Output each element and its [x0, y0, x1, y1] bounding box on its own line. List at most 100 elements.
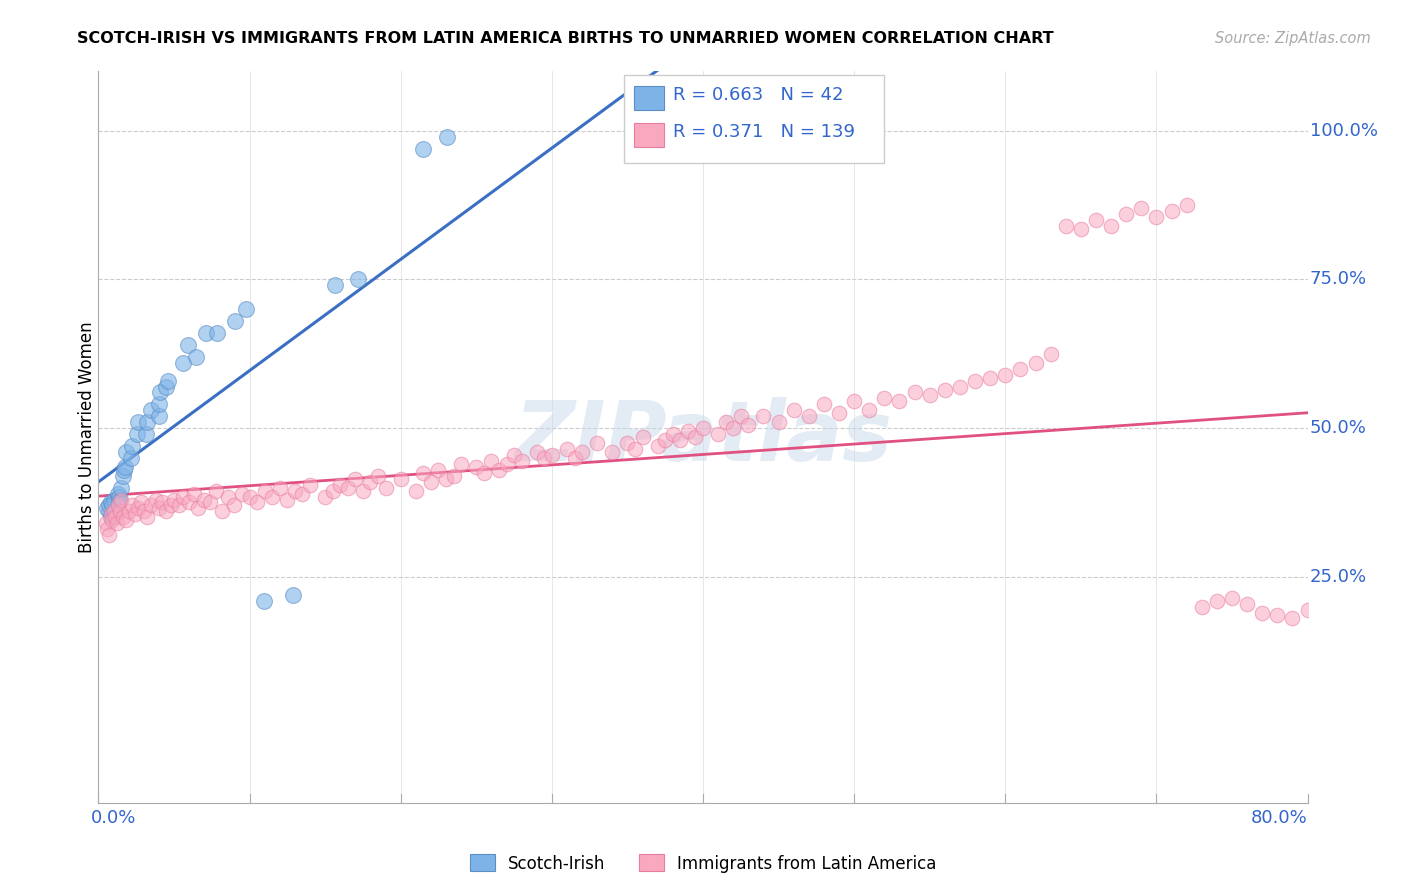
Point	[797, 409, 820, 424]
Point	[412, 142, 434, 156]
Point	[692, 421, 714, 435]
Point	[98, 528, 121, 542]
Point	[347, 272, 370, 286]
Point	[193, 492, 215, 507]
Point	[979, 370, 1001, 384]
Point	[389, 472, 412, 486]
Point	[1085, 213, 1108, 227]
Text: 50.0%: 50.0%	[1310, 419, 1367, 437]
Point	[1144, 210, 1167, 224]
Point	[145, 492, 167, 507]
Text: Source: ZipAtlas.com: Source: ZipAtlas.com	[1215, 31, 1371, 46]
Point	[211, 504, 233, 518]
Point	[481, 454, 503, 468]
Point	[163, 492, 186, 507]
Point	[205, 483, 228, 498]
Point	[172, 490, 194, 504]
Point	[177, 338, 200, 352]
Point	[156, 374, 179, 388]
Point	[129, 495, 152, 509]
Point	[889, 394, 911, 409]
Bar	[634, 122, 664, 146]
Point	[1312, 615, 1334, 629]
Point	[329, 477, 352, 491]
Point	[97, 504, 120, 518]
Point	[405, 483, 427, 498]
Point	[1220, 591, 1243, 605]
Bar	[624, 75, 884, 163]
Point	[103, 492, 125, 507]
Bar	[634, 86, 664, 110]
Text: 100.0%: 100.0%	[1310, 122, 1378, 140]
Point	[110, 492, 132, 507]
Point	[281, 588, 304, 602]
Point	[436, 129, 458, 144]
Point	[1357, 632, 1379, 647]
Point	[127, 501, 149, 516]
Point	[107, 499, 129, 513]
Point	[155, 379, 177, 393]
Text: R = 0.663   N = 42: R = 0.663 N = 42	[672, 87, 844, 104]
Point	[661, 124, 683, 138]
Point	[1296, 602, 1319, 616]
Point	[200, 495, 222, 509]
Point	[1191, 599, 1213, 614]
Point	[858, 403, 880, 417]
Point	[1236, 597, 1258, 611]
Point	[217, 490, 239, 504]
Point	[965, 374, 987, 388]
Point	[299, 477, 322, 491]
Point	[291, 486, 314, 500]
Point	[367, 468, 389, 483]
Point	[540, 448, 562, 462]
Text: R = 0.371   N = 139: R = 0.371 N = 139	[672, 123, 855, 141]
Point	[488, 463, 510, 477]
Point	[495, 457, 517, 471]
Point	[194, 326, 217, 340]
Point	[187, 501, 209, 516]
Point	[434, 472, 457, 486]
Point	[873, 392, 896, 406]
Y-axis label: Births to Unmarried Women: Births to Unmarried Women	[79, 321, 96, 553]
Point	[571, 445, 593, 459]
Point	[844, 394, 866, 409]
Point	[160, 499, 183, 513]
Point	[150, 495, 173, 509]
Point	[526, 445, 548, 459]
Point	[374, 481, 396, 495]
Point	[205, 326, 228, 340]
Point	[737, 418, 759, 433]
Point	[555, 442, 578, 456]
Point	[669, 433, 692, 447]
Text: SCOTCH-IRISH VS IMMIGRANTS FROM LATIN AMERICA BIRTHS TO UNMARRIED WOMEN CORRELAT: SCOTCH-IRISH VS IMMIGRANTS FROM LATIN AM…	[77, 31, 1054, 46]
Point	[184, 350, 207, 364]
Point	[1054, 219, 1077, 233]
Point	[1070, 222, 1092, 236]
Point	[934, 383, 956, 397]
Point	[103, 508, 125, 522]
Point	[111, 510, 134, 524]
Legend: Scotch-Irish, Immigrants from Latin America: Scotch-Irish, Immigrants from Latin Amer…	[463, 847, 943, 880]
Text: 80.0%: 80.0%	[1251, 809, 1308, 827]
Point	[148, 397, 170, 411]
Point	[148, 409, 170, 424]
Point	[336, 481, 359, 495]
Point	[314, 490, 336, 504]
Point	[465, 459, 488, 474]
Point	[813, 397, 835, 411]
Text: ZIPatlas: ZIPatlas	[515, 397, 891, 477]
Point	[323, 278, 346, 293]
Text: 75.0%: 75.0%	[1310, 270, 1367, 288]
Point	[647, 439, 669, 453]
Point	[918, 388, 941, 402]
Point	[115, 445, 138, 459]
Point	[450, 457, 472, 471]
Point	[420, 475, 443, 489]
Point	[135, 510, 157, 524]
Point	[685, 430, 707, 444]
Point	[183, 486, 205, 500]
Point	[224, 314, 246, 328]
Point	[100, 495, 122, 509]
Point	[114, 459, 136, 474]
Point	[127, 415, 149, 429]
